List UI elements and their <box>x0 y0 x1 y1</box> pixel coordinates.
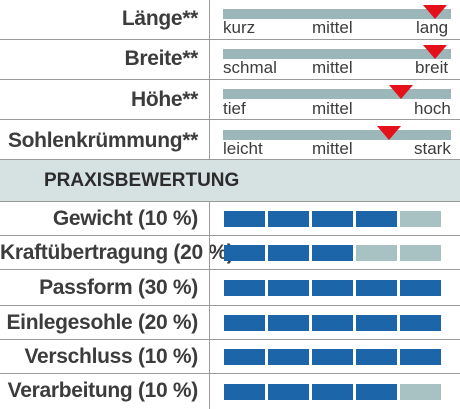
rating-segment-filled <box>224 349 265 365</box>
scale-low-label: schmal <box>223 58 277 77</box>
section-title: PRAXISBEWERTUNG <box>44 170 240 191</box>
rating-segment-filled <box>224 211 265 227</box>
rating-segment-empty <box>400 211 441 227</box>
scale-mid-label: mittel <box>312 139 353 158</box>
rating-segment-filled <box>224 384 265 400</box>
criterion-label: Höhe** <box>130 88 198 111</box>
scale-marker <box>388 85 413 99</box>
rating-label: Kraftübertragung (20 %) <box>0 241 234 264</box>
rating-segment-filled <box>268 211 309 227</box>
scale-bar <box>223 89 451 99</box>
rating-row: Verarbeitung (10 %) <box>0 374 460 409</box>
scale-mid-label: mittel <box>312 58 353 77</box>
rating-segment-filled <box>356 384 397 400</box>
rating-segment-filled <box>356 315 397 331</box>
rating-segment-filled <box>400 349 441 365</box>
criterion-row-laenge: Länge** kurz mittel lang <box>0 0 460 40</box>
rating-segment-filled <box>224 280 265 296</box>
scale-mid-label: mittel <box>312 18 353 37</box>
criterion-label: Breite** <box>124 47 199 70</box>
rating-segment-filled <box>356 349 397 365</box>
rating-segment-filled <box>268 245 309 261</box>
rating-segment-filled <box>312 280 353 296</box>
scale-bar <box>223 49 451 59</box>
scale-bar <box>223 9 451 19</box>
rating-segment-filled <box>224 315 265 331</box>
rating-segment-filled <box>356 211 397 227</box>
scale-marker <box>377 126 402 140</box>
rating-segment-filled <box>312 349 353 365</box>
criterion-label: Sohlenkrümmung** <box>7 129 198 152</box>
criterion-row-sohlenkruemmung: Sohlenkrümmung** leicht mittel stark <box>0 120 460 160</box>
rating-label: Passform (30 %) <box>39 276 198 299</box>
criterion-row-breite: Breite** schmal mittel breit <box>0 40 460 80</box>
rating-segment-filled <box>224 245 265 261</box>
rating-row: Verschluss (10 %) <box>0 340 460 374</box>
rating-segment-filled <box>312 211 353 227</box>
scale-high-label: stark <box>414 139 451 158</box>
rating-row: Passform (30 %) <box>0 270 460 306</box>
scale-low-label: leicht <box>223 139 263 158</box>
rating-segment-empty <box>356 245 397 261</box>
rating-segment-filled <box>400 280 441 296</box>
scale-high-label: lang <box>416 18 449 37</box>
column-divider <box>209 0 210 160</box>
scale-low-label: kurz <box>223 18 256 37</box>
rating-segment-filled <box>312 384 353 400</box>
rating-segment-filled <box>312 315 353 331</box>
rating-row: Gewicht (10 %) <box>0 202 460 236</box>
rating-row: Einlegesohle (20 %) <box>0 306 460 340</box>
scale-low-label: tief <box>223 99 246 118</box>
rating-segment-filled <box>268 280 309 296</box>
rating-segment-filled <box>268 349 309 365</box>
scale-marker <box>423 45 448 59</box>
rating-segment-filled <box>356 280 397 296</box>
section-header: PRAXISBEWERTUNG <box>0 160 460 202</box>
rating-segment-filled <box>268 384 309 400</box>
scale-marker <box>423 5 448 19</box>
criterion-label: Länge** <box>121 7 198 30</box>
rating-label: Verarbeitung (10 %) <box>7 379 199 402</box>
rating-row: Kraftübertragung (20 %) <box>0 236 460 270</box>
rating-segment-filled <box>312 245 353 261</box>
rating-segment-empty <box>400 245 441 261</box>
criterion-row-hoehe: Höhe** tief mittel hoch <box>0 80 460 120</box>
scale-mid-label: mittel <box>312 99 353 118</box>
rating-label: Einlegesohle (20 %) <box>6 311 198 334</box>
rating-label: Verschluss (10 %) <box>24 345 199 368</box>
scale-high-label: breit <box>415 58 449 77</box>
rating-segment-filled <box>268 315 309 331</box>
rating-segment-filled <box>400 315 441 331</box>
column-divider <box>209 202 210 409</box>
rating-segment-empty <box>400 384 441 400</box>
rating-label: Gewicht (10 %) <box>52 207 198 230</box>
scale-bar <box>223 130 451 140</box>
scale-high-label: hoch <box>414 99 451 118</box>
